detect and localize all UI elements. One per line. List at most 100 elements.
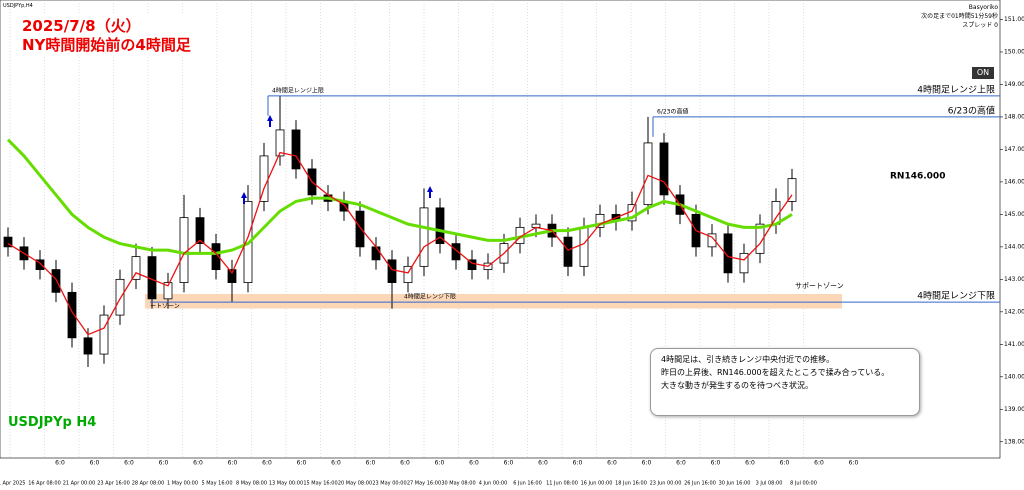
candle-body [275, 129, 285, 157]
x-tick-label: 23 May 00:00 [372, 481, 406, 487]
subtitle: NY時間開始前の4時間足 [22, 36, 191, 54]
x-tick-label: 30 Jun 16:00 [719, 481, 751, 487]
y-tick-label: 142.000 [1004, 308, 1024, 315]
session-label: 6:0 [676, 460, 686, 467]
x-tick-label: 16 Apr 08:00 [28, 481, 61, 487]
session-label: 6:0 [538, 460, 548, 467]
candle-body [35, 259, 45, 271]
x-tick-label: 4 Jun 00:00 [479, 481, 508, 487]
x-tick-label: 18 Jun 16:00 [615, 481, 647, 487]
comment-line: 4時間足は、引き続きレンジ中央付近での推移。 [661, 355, 835, 364]
candle-body [211, 243, 221, 271]
x-tick-label: 23 Apr 16:00 [97, 481, 130, 487]
x-tick-label: 1 May 00:00 [167, 481, 198, 487]
candle-body [115, 278, 125, 316]
candle-body [419, 207, 429, 267]
candle-body [131, 256, 141, 280]
y-tick-label: 143.000 [1004, 276, 1024, 283]
session-label: 6:0 [90, 460, 100, 467]
symbol-small: USDJPYp,H4 [3, 3, 33, 9]
session-label: 6:0 [573, 460, 583, 467]
candle-body [467, 259, 477, 271]
level-label: 4時間足レンジ上限 [917, 84, 995, 95]
levels: 4時間足レンジ上限 4時間足レンジ上限 6/23の高値 6/23の高値 4時間足レンジ下… [150, 84, 1000, 303]
candle-body [595, 213, 605, 228]
session-label: 6:0 [780, 460, 790, 467]
session-label: 6:0 [504, 460, 514, 467]
session-label: 6:0 [262, 460, 272, 467]
signal-arrow [241, 192, 247, 204]
candle-body [291, 129, 301, 170]
comment-line: 昨日の上昇後、RN146.000を超えたところで揉み合っている。 [661, 368, 890, 377]
x-tick-label: 8 Jul 00:00 [790, 481, 817, 487]
session-label: 6:0 [642, 460, 652, 467]
x-tick-label: 15 May 16:00 [303, 481, 337, 487]
candle-body [787, 178, 797, 202]
y-tick-label: 138.000 [1004, 438, 1024, 445]
candle-body [451, 243, 461, 261]
candle-body [99, 314, 109, 355]
session-label: 6:0 [814, 460, 824, 467]
level-label-small: 6/23の高値 [657, 107, 688, 115]
comment-box: 4時間足は、引き続きレンジ中央付近での推移。 昨日の上昇後、RN146.000を… [650, 348, 920, 416]
y-tick-label: 140.000 [1004, 373, 1024, 380]
on-button[interactable]: ON [972, 67, 994, 79]
session-label: 6:0 [435, 460, 445, 467]
y-tick-label: 139.000 [1004, 406, 1024, 413]
candle-body [563, 236, 573, 267]
candle-body [739, 252, 749, 274]
x-tick-label: 30 May 08:00 [441, 481, 475, 487]
candle-body [355, 210, 365, 248]
candle-body [51, 269, 61, 293]
session-label: 6:0 [849, 460, 859, 467]
marks [3, 95, 797, 368]
session-label: 6:0 [193, 460, 203, 467]
comment-line: 大きな動きが発生するのを待つべき状況。 [661, 381, 813, 390]
y-tick-label: 148.000 [1004, 113, 1024, 120]
y-tick-label: 144.000 [1004, 243, 1024, 250]
title: 2025/7/8（火） [22, 17, 141, 35]
candle-body [643, 142, 653, 206]
countdown: 次の足まで01時間51分59秒 [921, 13, 998, 20]
session-label: 6:0 [55, 460, 65, 467]
x-tick-label: 26 Jun 16:00 [684, 481, 716, 487]
x-tick-label: 13 May 00:00 [269, 481, 303, 487]
signal-arrow [267, 115, 273, 127]
session-label: 6:0 [607, 460, 617, 467]
zone-inner-label: ートゾーン [150, 303, 180, 310]
symbol-label: USDJPYp H4 [8, 415, 97, 430]
x-tick-label: 27 May 16:00 [407, 481, 441, 487]
x-tick-label: 28 Apr 08:00 [132, 481, 165, 487]
level-label-small: 4時間足レンジ下限 [404, 293, 456, 301]
candle-body [371, 246, 381, 261]
candle-body [707, 233, 717, 248]
session-label: 6:0 [297, 460, 307, 467]
x-tick-label: 23 Jun 00:00 [650, 481, 682, 487]
support-zone [145, 293, 842, 309]
x-tick-label: 11 Apr 2025 [0, 481, 25, 487]
moving-average [6, 138, 793, 255]
candle-body [179, 217, 189, 283]
x-tick-label: 3 Jul 08:00 [756, 481, 783, 487]
info-panel: Basyoriko 次の足まで01時間51分59秒 スプレッド 0 [921, 3, 998, 30]
candle-body [723, 233, 733, 274]
candle-body [163, 282, 173, 300]
x-tick-label: 21 Apr 00:00 [63, 481, 96, 487]
session-label: 6:0 [124, 460, 134, 467]
round-number-label: RN146.000 [890, 171, 945, 181]
candle-body [403, 265, 413, 283]
candle-body [659, 142, 669, 196]
candle-body [387, 259, 397, 283]
broker: Basyoriko [968, 4, 998, 11]
level-label: 6/23の高値 [948, 104, 995, 116]
y-tick-label: 150.000 [1004, 48, 1024, 55]
x-tick-label: 20 May 08:00 [338, 481, 372, 487]
session-label: 6:0 [711, 460, 721, 467]
candle-body [579, 226, 589, 267]
session-label: 6:0 [159, 460, 169, 467]
candle-body [435, 207, 445, 245]
axes: 138.000 139.000 140.000 141.000 142.000 143.0… [0, 16, 1024, 487]
